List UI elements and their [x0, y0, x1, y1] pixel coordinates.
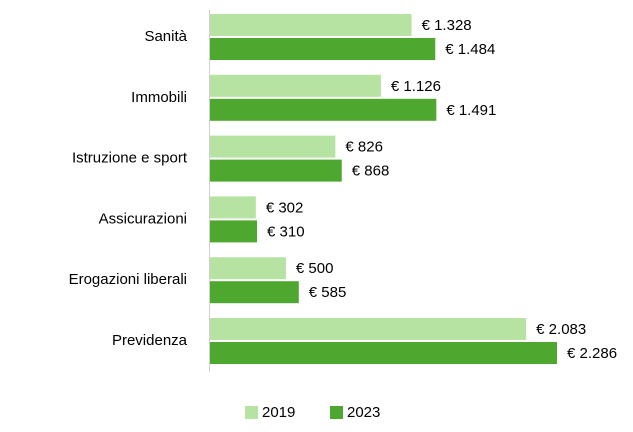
bar — [210, 257, 286, 280]
legend-swatch — [330, 406, 343, 419]
category-label: Assicurazioni — [99, 210, 187, 227]
bar — [210, 74, 381, 97]
bar — [210, 135, 336, 158]
value-label: € 1.126 — [391, 78, 441, 95]
bar — [210, 196, 256, 219]
value-label: € 826 — [345, 139, 383, 156]
category-label: Previdenza — [112, 332, 188, 349]
value-label: € 302 — [266, 199, 304, 216]
bar — [210, 98, 437, 121]
category-label: Erogazioni liberali — [69, 271, 187, 288]
value-label: € 1.328 — [422, 17, 472, 34]
value-label: € 2.083 — [536, 321, 586, 338]
legend-swatch — [245, 406, 258, 419]
value-label: € 868 — [352, 163, 390, 180]
value-label: € 1.484 — [445, 41, 495, 58]
category-label: Sanità — [144, 28, 187, 45]
legend-label: 2019 — [262, 404, 295, 421]
bar — [210, 318, 527, 340]
bar — [210, 342, 557, 364]
bar — [210, 38, 436, 60]
value-label: € 1.491 — [446, 102, 496, 119]
value-label: € 2.286 — [567, 345, 617, 362]
value-label: € 310 — [267, 223, 305, 240]
bar — [210, 281, 299, 304]
value-label: € 500 — [296, 260, 334, 277]
bar — [210, 159, 342, 182]
bar — [210, 220, 258, 243]
category-label: Immobili — [131, 89, 187, 106]
category-label: Istruzione e sport — [72, 150, 188, 167]
value-label: € 585 — [309, 284, 347, 301]
bar — [210, 14, 412, 36]
legend-label: 2023 — [347, 404, 380, 421]
